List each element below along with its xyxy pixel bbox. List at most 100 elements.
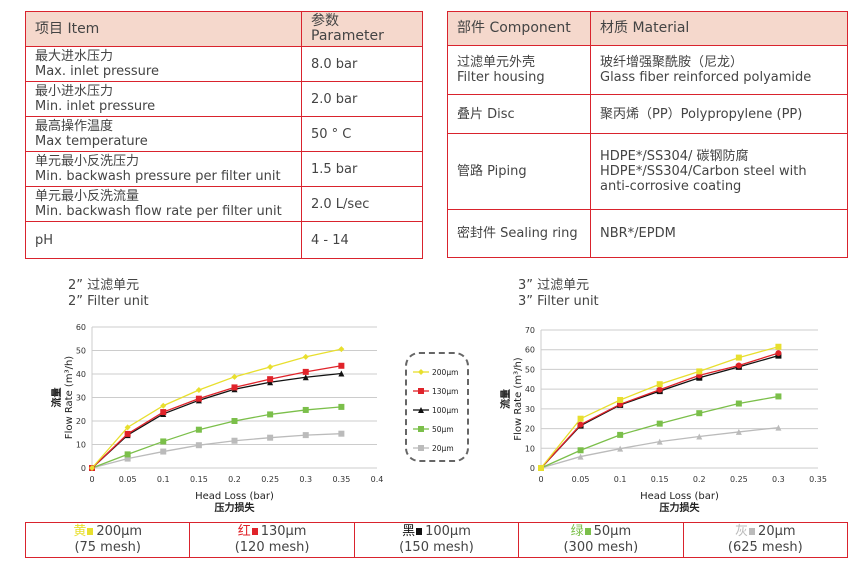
mesh-legend-cell: 红 130μm (120 mesh) [189, 522, 355, 558]
data-point-100 [302, 374, 309, 381]
material: 聚丙烯（PP）Polypropylene (PP) [590, 94, 848, 134]
data-point-20 [338, 430, 345, 437]
color-swatch [416, 528, 423, 535]
legend-label: 130μm [432, 387, 458, 396]
item-value: 2.0 bar [301, 81, 423, 117]
data-point-20 [231, 437, 238, 444]
data-point-20 [160, 448, 167, 455]
data-point-20 [302, 432, 309, 439]
legend-label: 200μm [432, 368, 458, 377]
mesh-legend-cell: 黄 200μm (75 mesh) [24, 522, 191, 558]
legend-label: 100μm [432, 406, 458, 415]
table-row: 最小进水压力 Min. inlet pressure 2.0 bar [25, 81, 423, 117]
mesh-size: 黑 100μm [357, 524, 516, 540]
y-tick-label: 20 [525, 425, 535, 434]
data-point-200 [124, 424, 131, 431]
y-axis-label: Flow Rate (m³/h) [64, 356, 75, 439]
series-line-100 [91, 372, 342, 469]
size-label: 100μm [425, 524, 471, 539]
table-row: 最高操作温度 Max temperature 50 ° C [25, 116, 423, 152]
data-point-100 [338, 370, 345, 377]
mesh-legend-cell: 灰 20μm (625 mesh) [682, 522, 849, 558]
size-label: 50μm [593, 524, 632, 539]
x-tick-label: 0.35 [332, 475, 350, 484]
material: 玻纤增强聚酰胺（尼龙） Glass fiber reinforced polya… [590, 45, 848, 95]
table-row: 管路 Piping HDPE*/SS304/ 碳钢防腐 HDPE*/SS304/C… [447, 133, 848, 210]
data-point-20 [267, 434, 274, 441]
x-axis-label-zh: 压力损失 [660, 501, 701, 514]
x-tick-label: 0.25 [730, 475, 748, 484]
series-line-100 [540, 355, 779, 469]
legend-marker-20 [418, 445, 424, 451]
data-point-50 [656, 420, 663, 427]
series-line-130 [540, 352, 779, 469]
data-point-130 [231, 384, 238, 391]
item-zh: 单元最小反洗压力 [35, 154, 140, 169]
material-table: 部件 Component 材质 Material 过滤单元外壳 Filter ho… [447, 11, 848, 258]
mesh-label: (120 mesh) [234, 540, 310, 555]
y-tick-label: 20 [76, 417, 86, 426]
item-zh: 最大进水压力 [35, 49, 114, 64]
data-point-50 [696, 410, 703, 417]
header-component: 部件 Component [447, 11, 591, 46]
data-point-50 [338, 403, 345, 410]
color-swatch [87, 528, 94, 535]
y-axis-label-zh: 流量 [50, 388, 63, 408]
title-zh: 3” 过滤单元 [518, 278, 590, 293]
color-swatch [749, 528, 756, 535]
size-label: 200μm [96, 524, 143, 539]
x-tick-label: 0.15 [651, 475, 669, 484]
material: NBR*/EPDM [590, 209, 848, 258]
data-point-130 [577, 421, 584, 428]
header-material: 材质 Material [590, 11, 848, 46]
y-tick-label: 0 [530, 464, 535, 473]
color-swatch [251, 528, 258, 535]
item-value: 1.5 bar [301, 151, 423, 187]
x-axis-label: Head Loss (bar) [195, 491, 274, 502]
mesh-legend-table: 黄 200μm (75 mesh) 红 130μm (120 mesh) 黑 100μm (15… [24, 522, 849, 558]
data-point-20 [124, 455, 131, 462]
table-row: 密封件 Sealing ring NBR*/EPDM [447, 209, 848, 258]
color-name: 黄 [73, 524, 87, 539]
chart-title-2in: 2” 过滤单元 2” Filter unit [68, 278, 149, 310]
data-point-200 [160, 402, 167, 409]
mesh-legend-cell: 黑 100μm (150 mesh) [353, 522, 520, 558]
chart-title-3in: 3” 过滤单元 3” Filter unit [518, 278, 599, 310]
data-point-130 [160, 409, 167, 416]
component: 过滤单元外壳 Filter housing [447, 45, 591, 95]
color-name: 灰 [735, 524, 749, 539]
data-point-130 [735, 362, 742, 369]
legend-label: 50μm [432, 425, 454, 434]
data-point-200 [617, 396, 624, 403]
item-en: Min. inlet pressure [35, 99, 156, 114]
data-point-50 [735, 400, 742, 407]
x-tick-label: 0.4 [371, 475, 384, 484]
component: 密封件 Sealing ring [447, 209, 591, 258]
series-line-200 [540, 346, 779, 469]
header-item: 项目 Item [25, 11, 302, 47]
data-point-100 [267, 379, 274, 386]
mesh-label: (150 mesh) [399, 540, 474, 555]
item-zh: 最小进水压力 [35, 84, 114, 99]
data-point-20 [775, 424, 782, 431]
y-tick-label: 70 [525, 326, 535, 335]
data-point-50 [231, 418, 238, 424]
data-point-200 [538, 465, 544, 471]
color-name: 绿 [570, 524, 584, 539]
item-en: Min. backwash pressure per filter unit [35, 169, 281, 184]
x-axis-label: Head Loss (bar) [640, 491, 719, 502]
y-tick-label: 60 [76, 323, 86, 332]
y-tick-label: 10 [76, 441, 86, 450]
table-row: 单元最小反洗流量 Min. backwash flow rate per filt… [25, 186, 423, 222]
mesh-size: 灰 20μm [686, 524, 845, 540]
x-tick-label: 0.15 [190, 475, 208, 484]
item-zh: 单元最小反洗流量 [35, 189, 140, 204]
table-row: 最大进水压力 Max. inlet pressure 8.0 bar [25, 46, 423, 82]
data-point-50 [577, 447, 584, 454]
mesh-label: (75 mesh) [74, 540, 141, 555]
x-tick-label: 0.2 [693, 475, 706, 484]
data-point-20 [617, 445, 624, 452]
color-name: 黑 [402, 524, 416, 539]
size-label: 20μm [758, 524, 796, 539]
mesh-size: 黄 200μm [28, 524, 187, 540]
